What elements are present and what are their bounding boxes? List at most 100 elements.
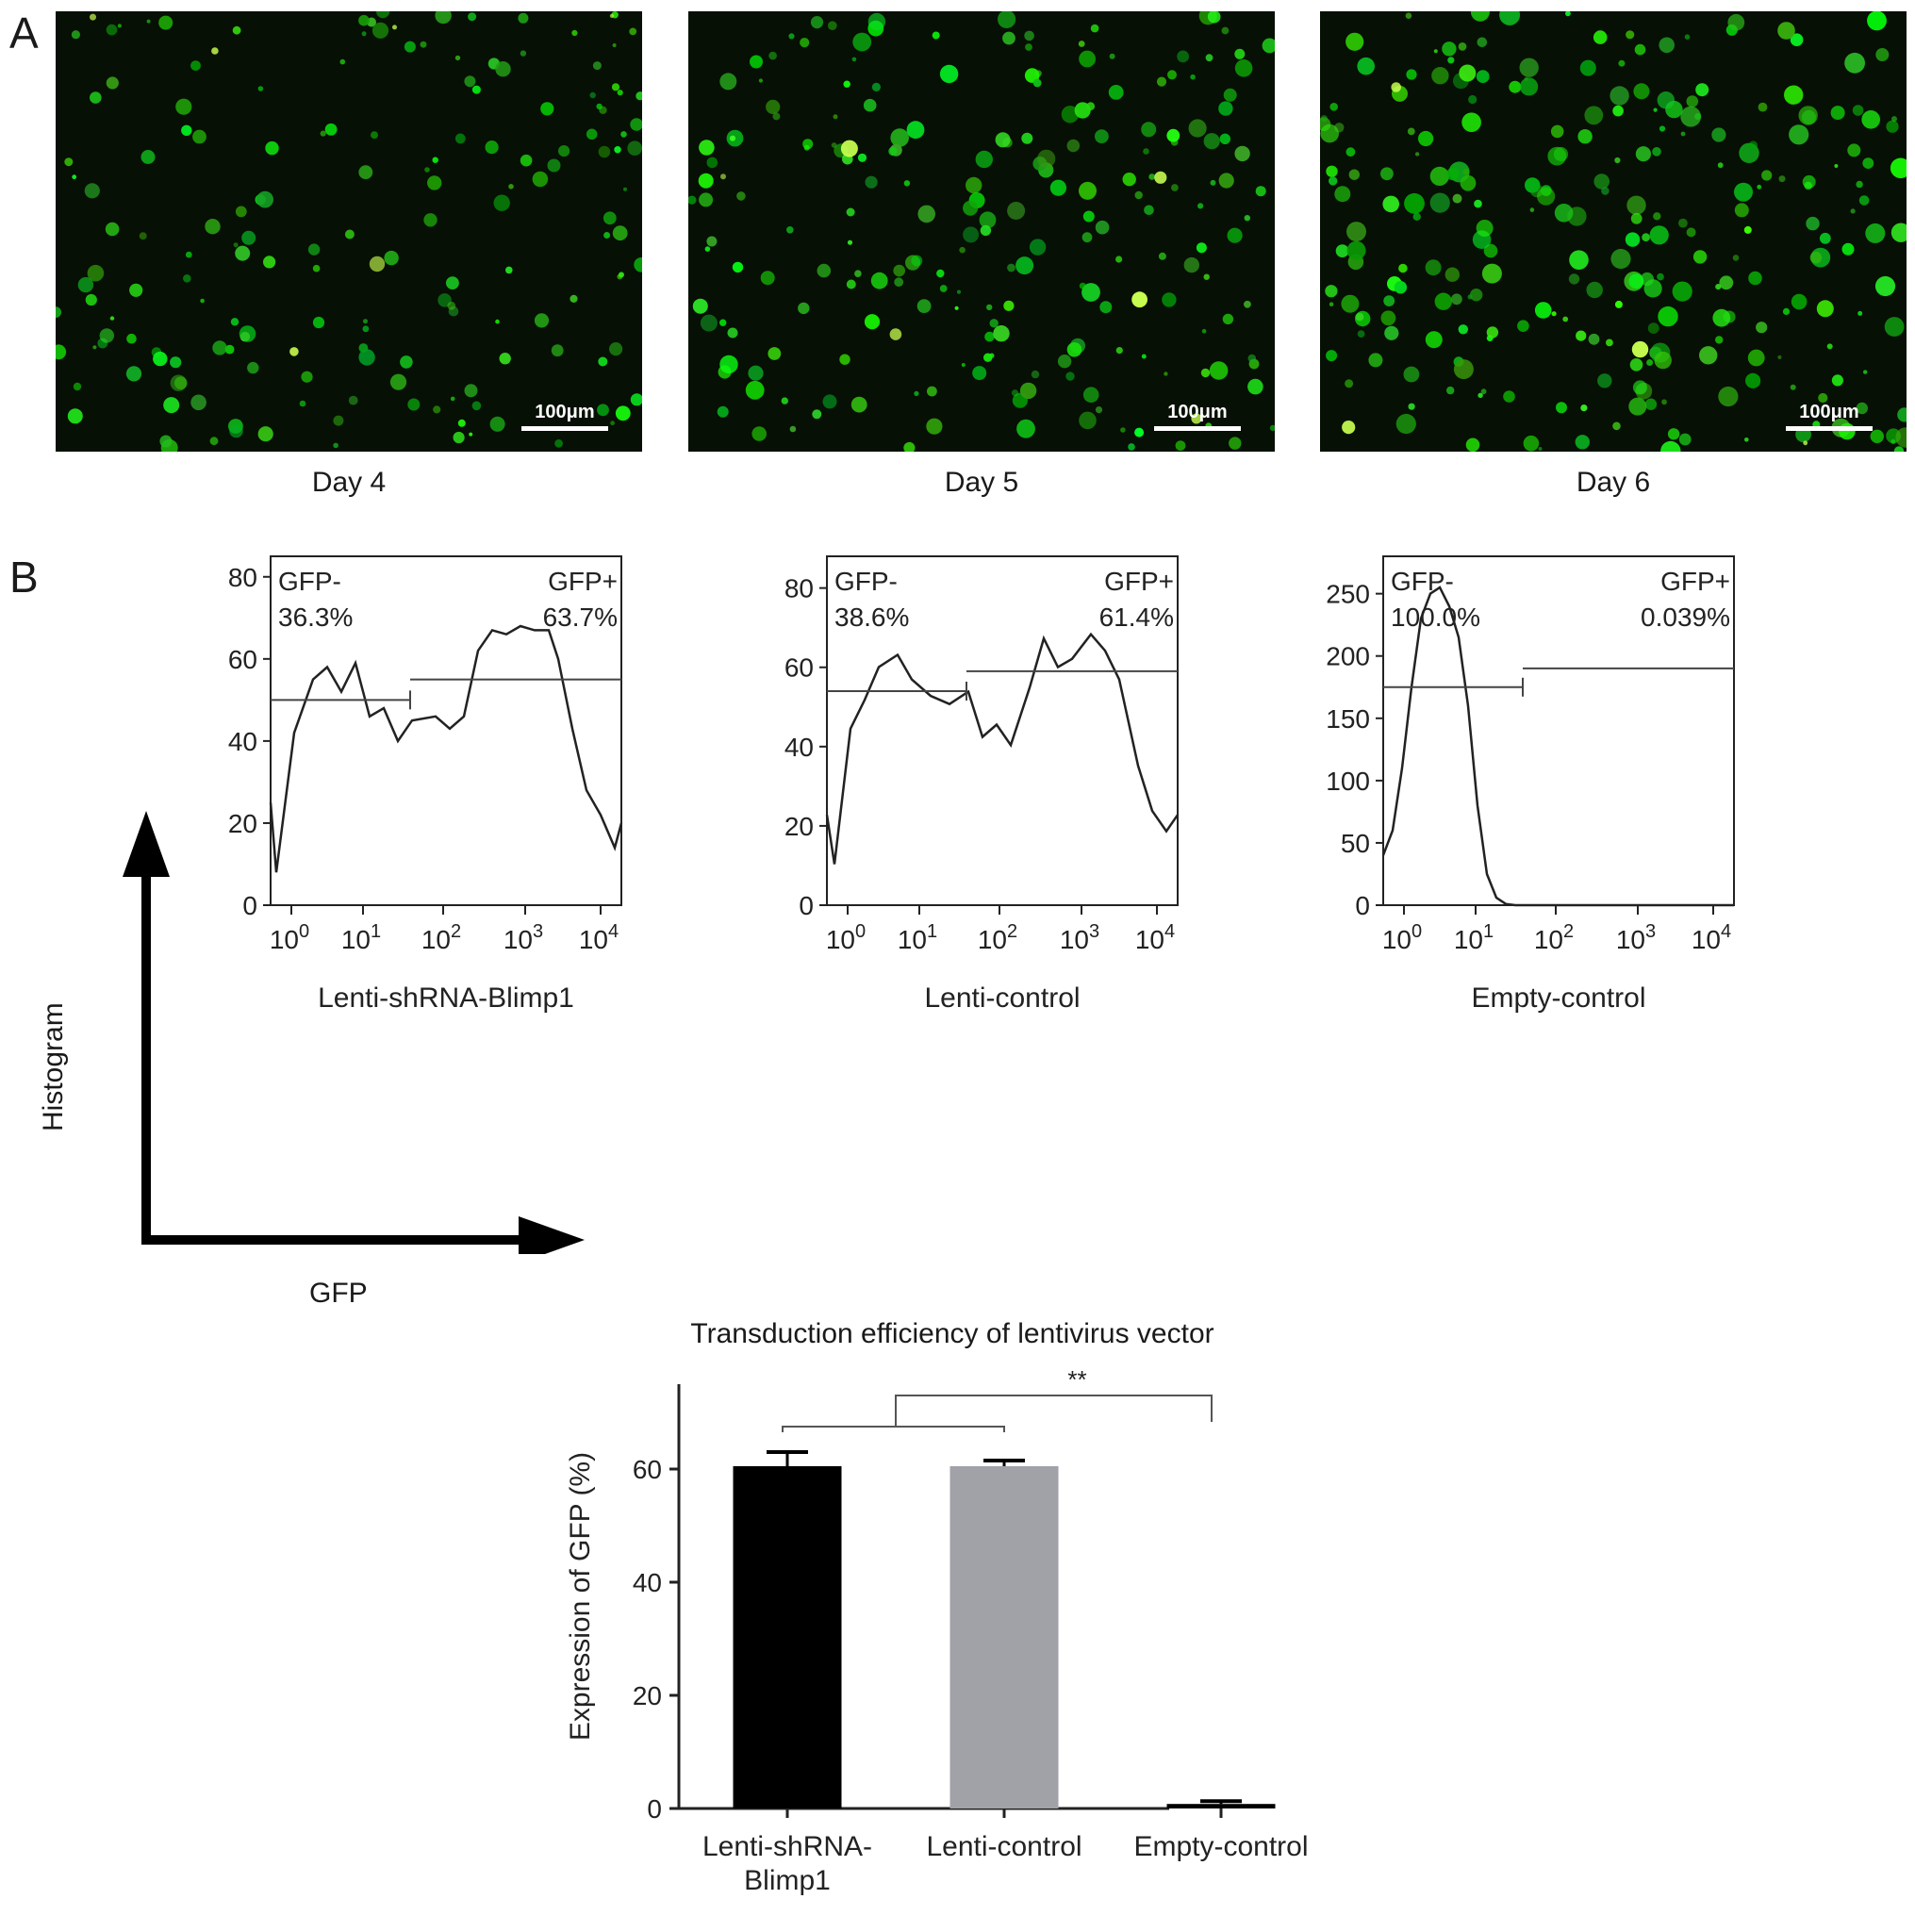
gfp-cell <box>630 118 642 131</box>
gfp-cell <box>464 384 478 398</box>
gfp-cell <box>1015 256 1034 275</box>
gfp-cell <box>547 158 561 173</box>
gfp-cell <box>1486 326 1499 339</box>
gfp-cell <box>634 257 642 272</box>
y-tick-label: 60 <box>784 653 814 683</box>
gfp-cell <box>67 408 83 424</box>
gfp-cell <box>1657 91 1675 109</box>
gfp-cell <box>1534 302 1552 319</box>
gfp-cell <box>1461 112 1481 132</box>
gfp-cell <box>1562 316 1569 322</box>
gfp-cell <box>1122 173 1136 187</box>
gfp-cell <box>706 157 718 169</box>
gfp-cell <box>609 13 615 18</box>
gfp-cell <box>389 373 407 390</box>
gfp-cell <box>489 416 505 432</box>
y-tick-label: 0 <box>242 891 257 920</box>
gfp-cell <box>433 405 441 414</box>
gfp-cell <box>699 140 715 156</box>
gfp-cell <box>1777 22 1795 40</box>
gfp-cell <box>768 347 782 360</box>
gfp-cell <box>534 313 550 328</box>
gfp-cell <box>106 76 119 90</box>
gfp-cell <box>1171 184 1179 191</box>
gfp-cell <box>630 393 642 406</box>
gfp-cell <box>158 15 173 30</box>
gfp-cell <box>1188 119 1207 138</box>
gfp-cell <box>699 192 714 207</box>
gfp-cell <box>1727 13 1745 31</box>
gfp-cell <box>1079 50 1096 68</box>
gfp-cell <box>1477 37 1488 48</box>
gfp-cell <box>1329 302 1334 307</box>
gfp-cell <box>1079 282 1086 289</box>
gfp-cell <box>852 32 872 52</box>
gfp-cell <box>233 242 239 248</box>
histogram-x-label: Empty-control <box>1471 983 1645 1014</box>
gfp-cell <box>1897 407 1907 422</box>
gfp-cell <box>85 293 97 306</box>
gfp-cell <box>1478 392 1483 398</box>
chart-title: Transduction efficiency of lentivirus ve… <box>690 1318 1214 1349</box>
gfp-cell <box>1618 59 1626 67</box>
gfp-cell <box>1357 57 1375 75</box>
gfp-cell <box>1345 147 1356 157</box>
gfp-cell <box>140 150 156 164</box>
gfp-cell <box>1565 11 1571 17</box>
gfp-cell <box>1569 250 1589 270</box>
gfp-cell <box>1355 312 1364 322</box>
gfp-cell <box>1032 78 1042 88</box>
gfp-cell <box>1158 252 1166 260</box>
day-label: Day 5 <box>944 467 1019 498</box>
gfp-cell <box>1025 43 1032 51</box>
gfp-cell <box>889 328 902 340</box>
gfp-cell <box>706 236 718 247</box>
gfp-cell <box>1210 179 1216 186</box>
gfp-cell <box>1757 184 1762 190</box>
gfp-cell <box>1405 12 1412 19</box>
gfp-cell <box>1790 33 1804 46</box>
significance-marker: ** <box>1067 1365 1086 1394</box>
gfp-cell <box>589 91 596 99</box>
gfp-cell <box>1234 145 1250 162</box>
gfp-cell <box>619 272 624 278</box>
gfp-cell <box>1884 317 1905 337</box>
gfp-cell <box>917 205 935 223</box>
gfp-cell <box>1218 173 1234 189</box>
gfp-cell <box>1079 181 1097 200</box>
gfp-cell <box>432 157 438 163</box>
gfp-cell <box>831 142 837 148</box>
gfp-cell <box>1433 49 1438 54</box>
gfp-cell <box>629 27 637 36</box>
gfp-cell <box>153 351 168 367</box>
histogram-x-label: Lenti-control <box>924 983 1080 1014</box>
gfp-cell <box>211 47 219 55</box>
gfp-cell <box>518 12 529 24</box>
gfp-cell <box>615 405 631 421</box>
gfp-cell <box>1529 207 1535 212</box>
gfp-cell <box>1841 242 1855 256</box>
gfp-cell <box>495 61 511 77</box>
gfp-cell <box>358 14 370 26</box>
gfp-cell <box>1680 131 1686 137</box>
gfp-cell <box>963 200 979 216</box>
x-tick-label: 104 <box>1692 921 1731 954</box>
y-tick-label: 80 <box>228 563 257 592</box>
gfp-cell <box>1459 64 1477 82</box>
gfp-cell <box>1016 419 1035 438</box>
gfp-cell <box>400 355 413 369</box>
day-label: Day 4 <box>311 467 387 498</box>
gfp-cell <box>1612 421 1621 431</box>
gfp-cell <box>1784 85 1804 105</box>
gfp-cell <box>392 25 397 30</box>
gfp-cell <box>1556 402 1567 414</box>
gfp-cell <box>903 180 911 187</box>
gfp-cell <box>1115 256 1123 263</box>
gfp-cell <box>1154 171 1167 184</box>
gfp-cell <box>1418 130 1434 147</box>
gfp-cell <box>358 165 373 180</box>
y-axis-label: Expression of GFP (%) <box>565 1452 596 1741</box>
gfp-cell <box>72 174 77 180</box>
gfp-cell <box>1610 248 1631 270</box>
gfp-cell <box>109 316 115 321</box>
